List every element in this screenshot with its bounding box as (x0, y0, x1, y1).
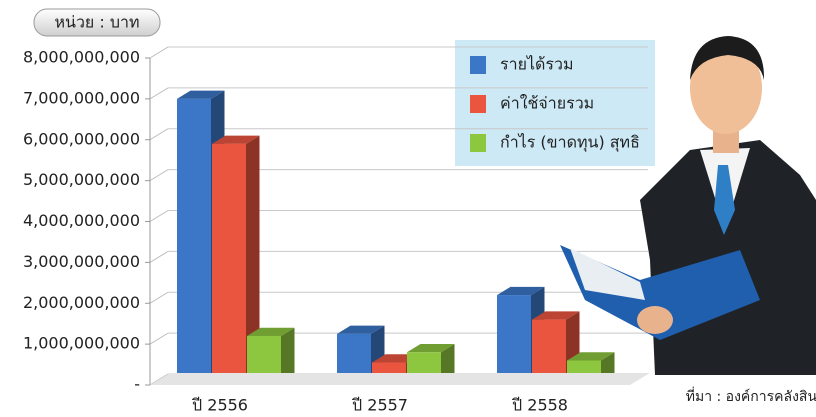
x-tick-label: ปี 2557 (352, 396, 408, 415)
legend-swatch (470, 95, 486, 113)
grid-slant (150, 251, 168, 262)
legend-label: รายได้รวม (500, 55, 574, 74)
grid-slant (150, 292, 168, 303)
floor (150, 373, 650, 385)
bar (212, 144, 246, 385)
y-tick-label: 8,000,000,000 (23, 48, 140, 67)
y-tick-label: 4,000,000,000 (23, 211, 140, 230)
legend-swatch (470, 56, 486, 74)
source-note: ที่มา : องค์การคลังสินค้า (686, 387, 816, 405)
y-tick-label: 2,000,000,000 (23, 293, 140, 312)
grid-slant (150, 129, 168, 140)
legend-label: ค่าใช้จ่ายรวม (500, 94, 594, 113)
y-tick-label: - (134, 375, 140, 394)
x-tick-label: ปี 2558 (512, 396, 568, 415)
grid-slant (150, 211, 168, 222)
grid-slant (150, 333, 168, 344)
bar (497, 295, 531, 385)
y-tick-label: 7,000,000,000 (23, 88, 140, 107)
legend-swatch (470, 134, 486, 152)
legend-label: กำไร (ขาดทุน) สุทธิ (500, 133, 640, 153)
y-tick-label: 5,000,000,000 (23, 170, 140, 189)
grid-slant (150, 47, 168, 58)
grid-slant (150, 170, 168, 181)
grid-slant (150, 88, 168, 99)
chart: หน่วย : บาท ที่มา : องค์การคลังสินค้า - 1… (0, 0, 816, 417)
y-tick-label: 3,000,000,000 (23, 252, 140, 271)
unit-label: หน่วย : บาท (54, 13, 139, 32)
x-tick-label: ปี 2556 (192, 396, 248, 415)
y-tick-label: 1,000,000,000 (23, 334, 140, 353)
bar (177, 99, 211, 385)
y-tick-label: 6,000,000,000 (23, 129, 140, 148)
